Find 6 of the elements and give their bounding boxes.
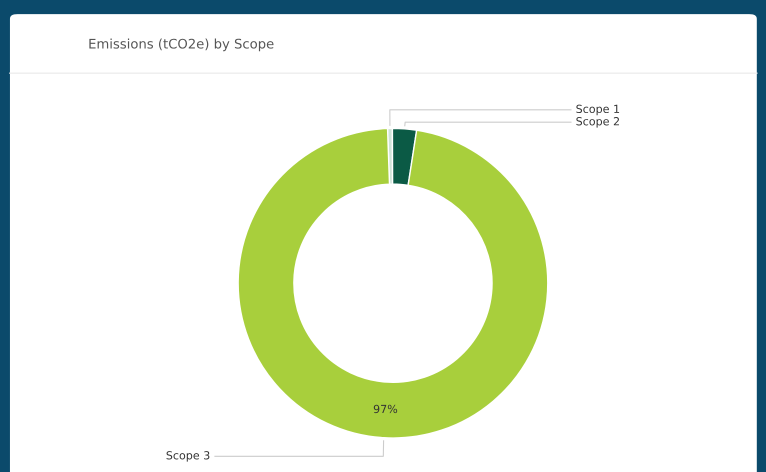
chart-title: Emissions (tCO2e) by Scope	[89, 38, 274, 52]
slice-label: Scope 1	[576, 104, 620, 116]
slice-label: Scope 2	[576, 117, 619, 128]
donut-slice	[237, 128, 548, 439]
slice-label: Scope 3	[166, 451, 210, 462]
data-label: 97%	[374, 404, 398, 414]
